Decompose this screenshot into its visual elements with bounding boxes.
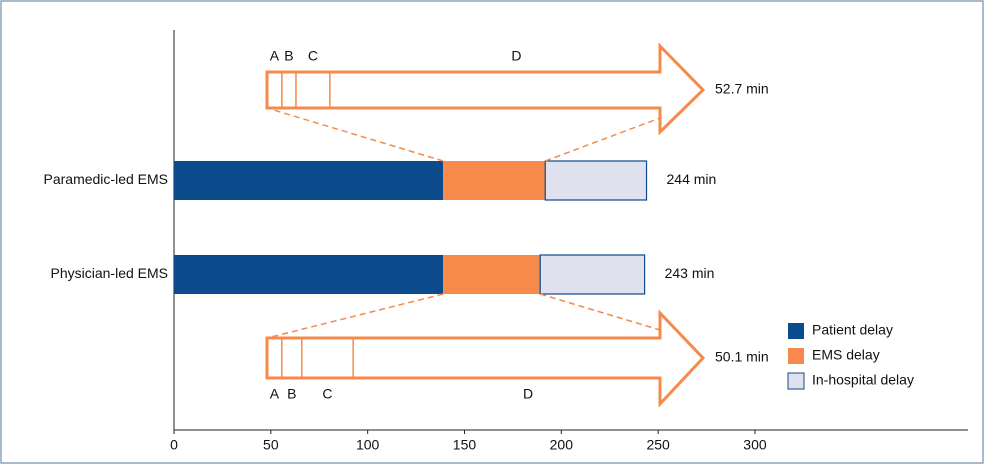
zoom-line (266, 293, 444, 339)
breakdown-label: C (322, 386, 332, 402)
bar-segment (443, 255, 541, 294)
breakdown-label: D (511, 48, 521, 64)
ems-value-label: 52.7 min (715, 81, 769, 97)
breakdown-label: A (270, 48, 280, 64)
breakdown-label: B (284, 48, 293, 64)
legend-label: EMS delay (812, 347, 880, 363)
breakdown-label: B (287, 386, 296, 402)
total-label: 244 min (667, 171, 717, 187)
category-label: Physician-led EMS (51, 265, 169, 281)
legend-swatch (787, 372, 805, 390)
zoom-line (266, 107, 444, 162)
legend-label: In-hospital delay (812, 372, 914, 388)
legend-label: Patient delay (812, 322, 893, 338)
ems-value-label: 50.1 min (715, 349, 769, 365)
bar-segment (544, 160, 648, 201)
x-tick-label: 200 (550, 437, 574, 453)
x-tick-label: 100 (356, 437, 380, 453)
bar-segment (539, 254, 646, 295)
zoom-line (544, 117, 661, 162)
breakdown-label: D (523, 386, 533, 402)
legend-swatch (788, 323, 804, 339)
breakdown-label: A (270, 386, 280, 402)
x-tick-label: 0 (170, 437, 178, 453)
bar-segment (443, 161, 546, 200)
breakdown-label: C (308, 48, 318, 64)
category-label: Paramedic-led EMS (44, 171, 169, 187)
x-tick-label: 300 (743, 437, 767, 453)
zoom-arrow (265, 42, 706, 136)
legend-swatch (788, 348, 804, 364)
x-tick-label: 50 (263, 437, 279, 453)
total-label: 243 min (665, 265, 715, 281)
bar-segment (174, 161, 444, 200)
x-tick-label: 150 (453, 437, 477, 453)
zoom-arrow (265, 309, 706, 408)
zoom-line (539, 293, 661, 331)
x-tick-label: 250 (646, 437, 670, 453)
bar-segment (174, 255, 444, 294)
